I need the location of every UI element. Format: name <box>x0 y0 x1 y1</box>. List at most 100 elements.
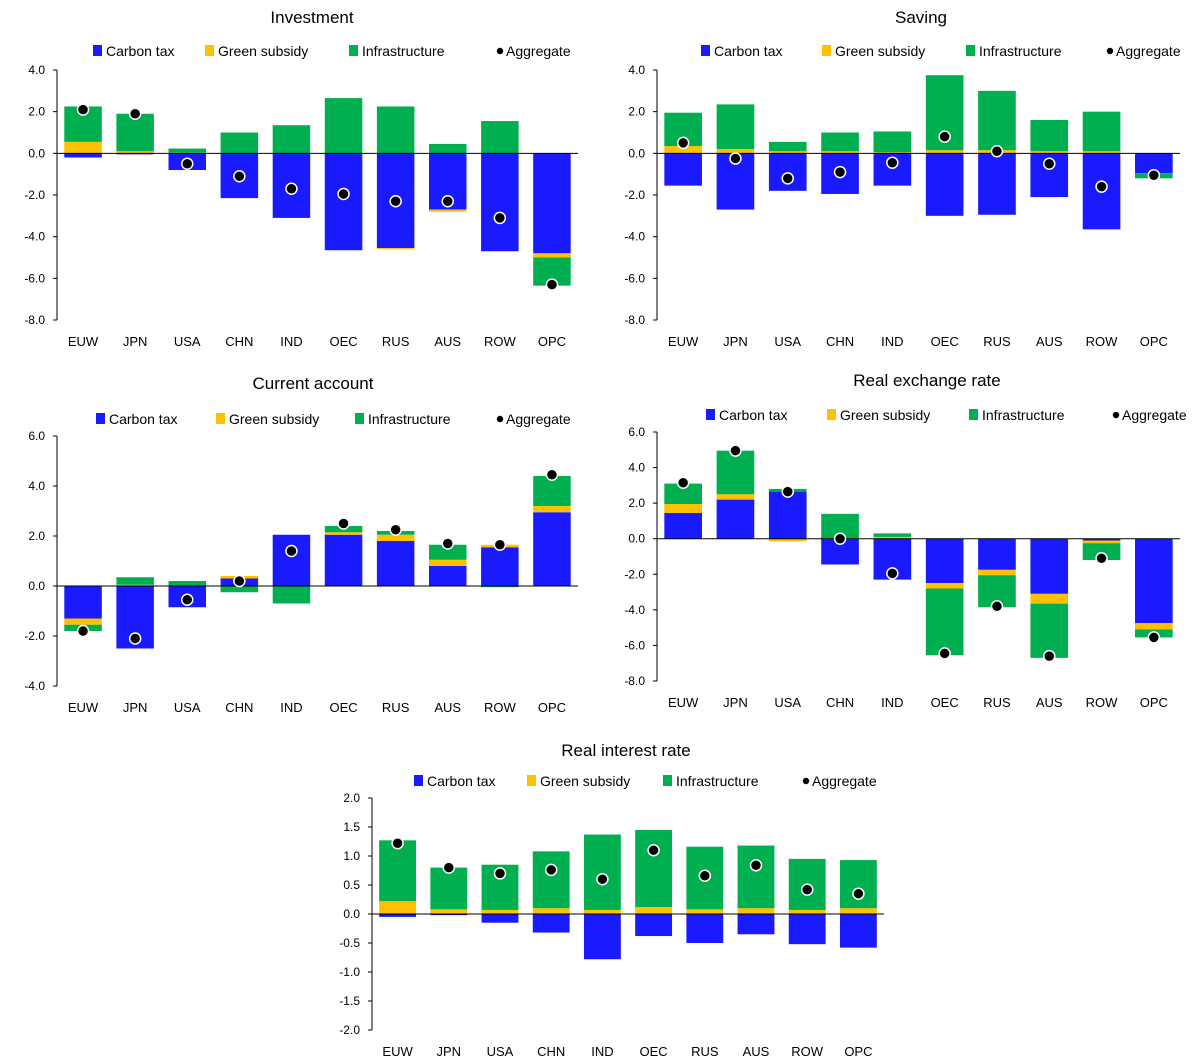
bar-infrastructure <box>376 106 415 154</box>
aggregate-point <box>833 532 847 545</box>
aggregate-point <box>781 485 794 498</box>
bar-carbon_tax <box>635 914 673 937</box>
legend-swatch-carbon_tax <box>701 45 710 56</box>
y-tick-label: 4.0 <box>628 63 645 77</box>
bar-infrastructure <box>324 98 363 154</box>
bar-infrastructure <box>272 125 311 154</box>
y-tick-label: -6.0 <box>624 638 645 652</box>
aggregate-point <box>493 538 507 551</box>
bar-green_subsidy <box>376 248 415 250</box>
x-category-label: OPC <box>538 334 566 349</box>
chart-title: Investment <box>270 8 353 27</box>
y-tick-label: -4.0 <box>24 230 45 244</box>
x-category-label: AUS <box>1036 334 1063 349</box>
aggregate-point <box>833 165 847 179</box>
y-tick-label: -6.0 <box>24 271 45 285</box>
bar-infrastructure <box>272 586 311 604</box>
aggregate-point <box>493 867 507 880</box>
bar-infrastructure <box>768 141 807 152</box>
y-tick-label: 4.0 <box>28 63 45 77</box>
aggregate-point <box>285 182 298 195</box>
bar-carbon_tax <box>664 153 702 186</box>
aggregate-point <box>1147 631 1161 644</box>
bar-green_subsidy <box>768 538 807 542</box>
bar-green_subsidy <box>664 146 702 154</box>
bar-green_subsidy <box>1082 151 1121 154</box>
x-category-label: OEC <box>329 700 357 715</box>
aggregate-point <box>729 444 742 457</box>
bar-green_subsidy <box>1030 593 1069 604</box>
legend-swatch-green_subsidy <box>216 413 225 424</box>
legend-label: Green subsidy <box>229 411 319 427</box>
bar-carbon_tax <box>324 534 363 586</box>
bar-infrastructure <box>716 104 755 150</box>
aggregate-point <box>1147 168 1161 182</box>
y-tick-label: 1.0 <box>343 849 360 863</box>
bar-infrastructure <box>873 533 912 537</box>
aggregate-point <box>285 544 298 558</box>
x-category-label: JPN <box>437 1044 462 1059</box>
bar-infrastructure <box>168 148 207 153</box>
bar-infrastructure <box>635 829 673 908</box>
x-category-label: OPC <box>844 1044 872 1059</box>
x-category-label: IND <box>881 334 903 349</box>
y-tick-label: -1.5 <box>339 994 360 1008</box>
aggregate-point <box>852 887 865 900</box>
x-category-label: RUS <box>983 334 1011 349</box>
x-category-label: AUS <box>1036 695 1063 710</box>
x-category-label: RUS <box>382 700 410 715</box>
legend-label: Aggregate <box>1122 407 1187 423</box>
aggregate-point <box>545 278 559 291</box>
bar-infrastructure <box>737 845 775 909</box>
legend-label: Carbon tax <box>109 411 177 427</box>
y-tick-label: 0.5 <box>343 878 360 892</box>
y-tick-label: -2.0 <box>24 629 45 643</box>
bar-green_subsidy <box>583 909 621 914</box>
legend-swatch-green_subsidy <box>822 45 831 56</box>
bar-infrastructure <box>220 132 259 154</box>
bar-carbon_tax <box>737 914 775 935</box>
x-category-label: RUS <box>983 695 1011 710</box>
y-tick-label: 2.0 <box>628 105 645 119</box>
aggregate-point <box>676 136 690 150</box>
legend-label: Carbon tax <box>106 43 174 59</box>
x-category-label: CHN <box>537 1044 565 1059</box>
aggregate-point <box>441 537 454 550</box>
y-tick-label: -8.0 <box>624 674 645 688</box>
x-category-label: USA <box>774 334 801 349</box>
bar-infrastructure <box>379 840 417 902</box>
x-category-label: OPC <box>1140 695 1168 710</box>
aggregate-point <box>990 145 1004 158</box>
bar-carbon_tax <box>1135 153 1173 174</box>
aggregate-point <box>938 647 951 660</box>
y-tick-label: 0.0 <box>628 532 645 546</box>
x-category-label: RUS <box>691 1044 719 1059</box>
legend-label: Green subsidy <box>835 43 925 59</box>
bar-infrastructure <box>1082 111 1121 152</box>
bar-carbon_tax <box>481 547 519 586</box>
legend-label: Green subsidy <box>840 407 930 423</box>
bar-green_subsidy <box>788 909 826 914</box>
chart-title: Real interest rate <box>561 741 690 760</box>
bar-infrastructure <box>839 860 877 909</box>
bar-infrastructure <box>821 132 859 152</box>
y-tick-label: -4.0 <box>24 679 45 693</box>
y-tick-label: 0.0 <box>343 907 360 921</box>
legend-swatch-aggregate <box>1106 47 1114 55</box>
bar-green_subsidy <box>1082 540 1121 544</box>
bar-green_subsidy <box>839 908 877 914</box>
bar-green_subsidy <box>533 506 571 513</box>
bar-infrastructure <box>220 586 259 593</box>
bar-green_subsidy <box>686 909 724 914</box>
x-category-label: IND <box>280 334 302 349</box>
bar-green_subsidy <box>116 584 154 586</box>
bar-carbon_tax <box>64 153 102 158</box>
x-category-label: OEC <box>931 695 959 710</box>
legend-swatch-carbon_tax <box>414 775 423 786</box>
bar-carbon_tax <box>379 914 417 917</box>
bar-carbon_tax <box>716 499 755 539</box>
chart-title: Real exchange rate <box>853 371 1000 390</box>
bar-carbon_tax <box>533 512 571 586</box>
legend-label: Aggregate <box>1116 43 1181 59</box>
